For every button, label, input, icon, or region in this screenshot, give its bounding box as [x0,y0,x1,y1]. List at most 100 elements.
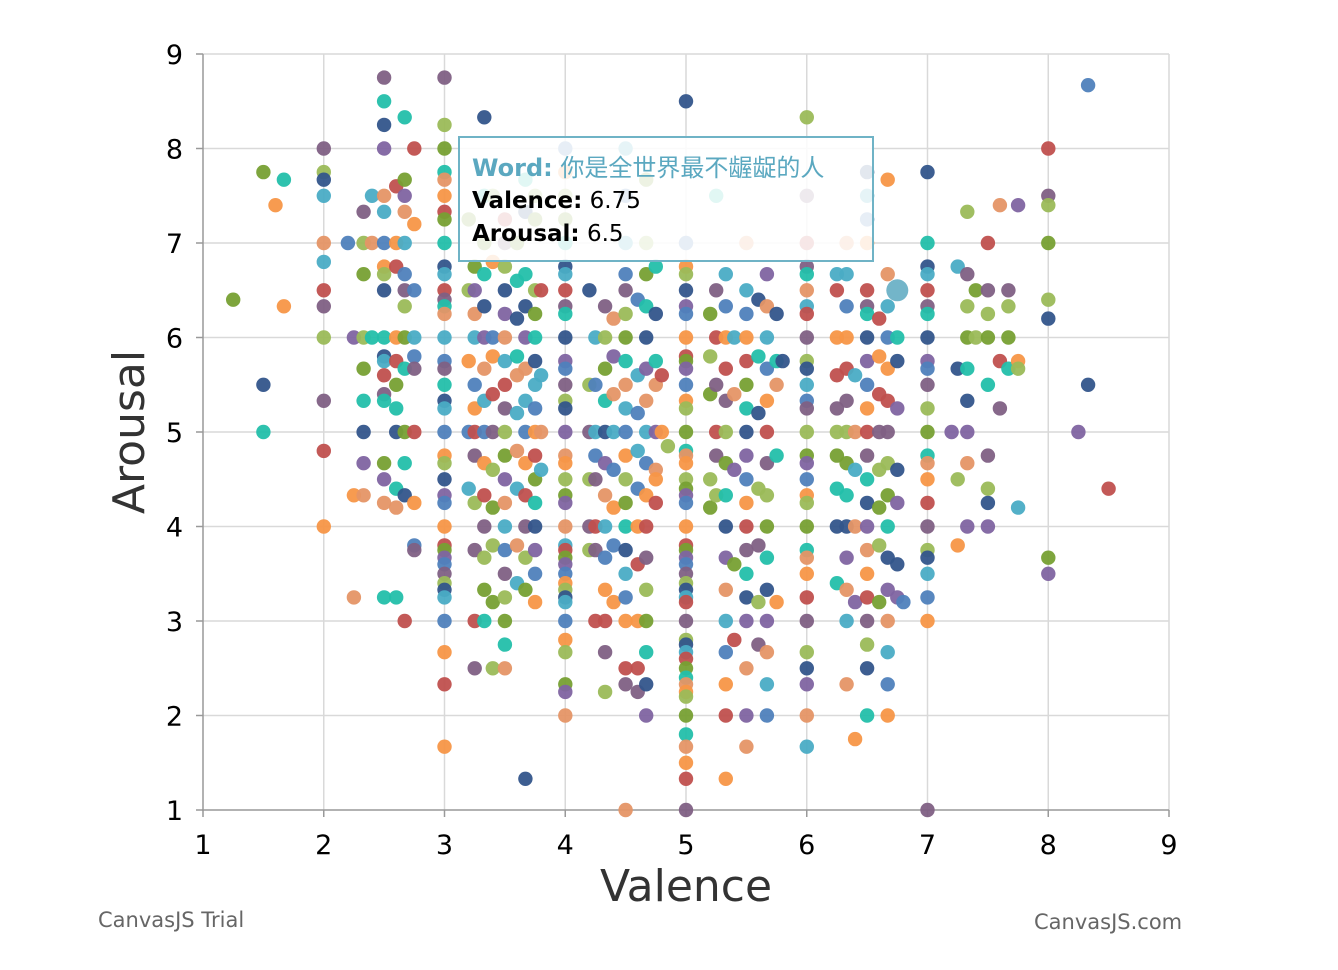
data-point[interactable] [533,368,549,383]
data-point[interactable] [920,802,935,818]
data-point[interactable] [992,198,1008,213]
data-point[interactable] [960,204,975,219]
data-point[interactable] [407,349,422,364]
data-point[interactable] [660,439,676,454]
data-point[interactable] [1041,198,1056,213]
data-point[interactable] [829,283,845,298]
data-point[interactable] [437,172,452,187]
data-point[interactable] [527,542,543,558]
data-point[interactable] [276,172,292,187]
data-point[interactable] [678,739,694,754]
data-point[interactable] [709,283,724,298]
highlighted-data-point[interactable] [886,279,909,302]
data-point[interactable] [847,368,863,383]
data-point[interactable] [437,401,452,416]
data-point[interactable] [467,495,482,511]
data-point[interactable] [437,141,452,156]
data-point[interactable] [437,739,452,754]
data-point[interactable] [509,349,525,364]
data-point[interactable] [944,424,959,440]
data-point[interactable] [630,661,645,676]
data-point[interactable] [477,361,492,376]
data-point[interactable] [356,488,371,503]
data-point[interactable] [597,488,613,503]
data-point[interactable] [880,299,895,314]
data-point[interactable] [639,519,654,534]
data-point[interactable] [389,377,404,392]
data-point[interactable] [527,519,543,534]
data-point[interactable] [678,456,694,471]
data-point[interactable] [769,594,784,610]
canvasjs-link-credit[interactable]: CanvasJS.com [1034,910,1183,934]
data-point[interactable] [980,330,996,345]
data-point[interactable] [678,613,694,629]
data-point[interactable] [497,495,513,511]
data-point[interactable] [890,401,905,416]
data-point[interactable] [1080,78,1096,93]
data-point[interactable] [639,299,654,314]
data-point[interactable] [407,495,422,511]
data-point[interactable] [950,472,965,487]
data-point[interactable] [477,299,492,314]
data-point[interactable] [485,387,500,402]
data-point[interactable] [718,361,733,376]
data-point[interactable] [497,590,513,605]
data-point[interactable] [759,456,775,471]
data-point[interactable] [389,401,404,416]
data-point[interactable] [497,566,513,581]
data-point[interactable] [437,267,452,282]
data-point[interactable] [759,582,775,597]
data-point[interactable] [316,443,331,459]
data-point[interactable] [639,645,654,660]
data-point[interactable] [799,739,814,754]
data-point[interactable] [799,377,814,392]
data-point[interactable] [497,613,513,629]
data-point[interactable] [709,448,724,463]
data-point[interactable] [678,283,694,298]
data-point[interactable] [316,283,331,298]
data-point[interactable] [759,299,775,314]
data-point[interactable] [437,613,452,629]
data-point[interactable] [920,590,935,605]
data-point[interactable] [678,771,694,786]
data-point[interactable] [376,330,392,345]
data-point[interactable] [639,267,654,282]
data-point[interactable] [527,306,543,322]
data-point[interactable] [678,689,694,704]
data-point[interactable] [920,401,935,416]
data-point[interactable] [397,172,412,187]
data-point[interactable] [799,519,814,534]
data-point[interactable] [407,424,422,440]
data-point[interactable] [648,306,663,322]
data-point[interactable] [799,661,814,676]
data-point[interactable] [477,582,492,597]
data-point[interactable] [920,330,935,345]
data-point[interactable] [759,330,775,345]
data-point[interactable] [880,393,895,408]
data-point[interactable] [1041,550,1056,565]
data-point[interactable] [497,353,513,369]
data-point[interactable] [527,330,543,345]
data-point[interactable] [485,500,500,515]
data-point[interactable] [467,377,482,392]
data-point[interactable] [739,424,754,440]
data-point[interactable] [847,731,863,747]
data-point[interactable] [718,519,733,534]
data-point[interactable] [509,405,525,421]
data-point[interactable] [799,361,814,376]
data-point[interactable] [618,590,633,605]
data-point[interactable] [558,283,573,298]
data-point[interactable] [980,283,996,298]
data-point[interactable] [618,283,633,298]
data-point[interactable] [340,235,356,251]
data-point[interactable] [739,401,754,416]
data-point[interactable] [256,424,271,440]
data-point[interactable] [920,306,935,322]
data-point[interactable] [920,550,935,565]
data-point[interactable] [1071,424,1086,440]
data-point[interactable] [859,566,875,581]
data-point[interactable] [397,110,412,125]
data-point[interactable] [799,330,814,345]
data-point[interactable] [558,267,573,282]
data-point[interactable] [799,306,814,322]
